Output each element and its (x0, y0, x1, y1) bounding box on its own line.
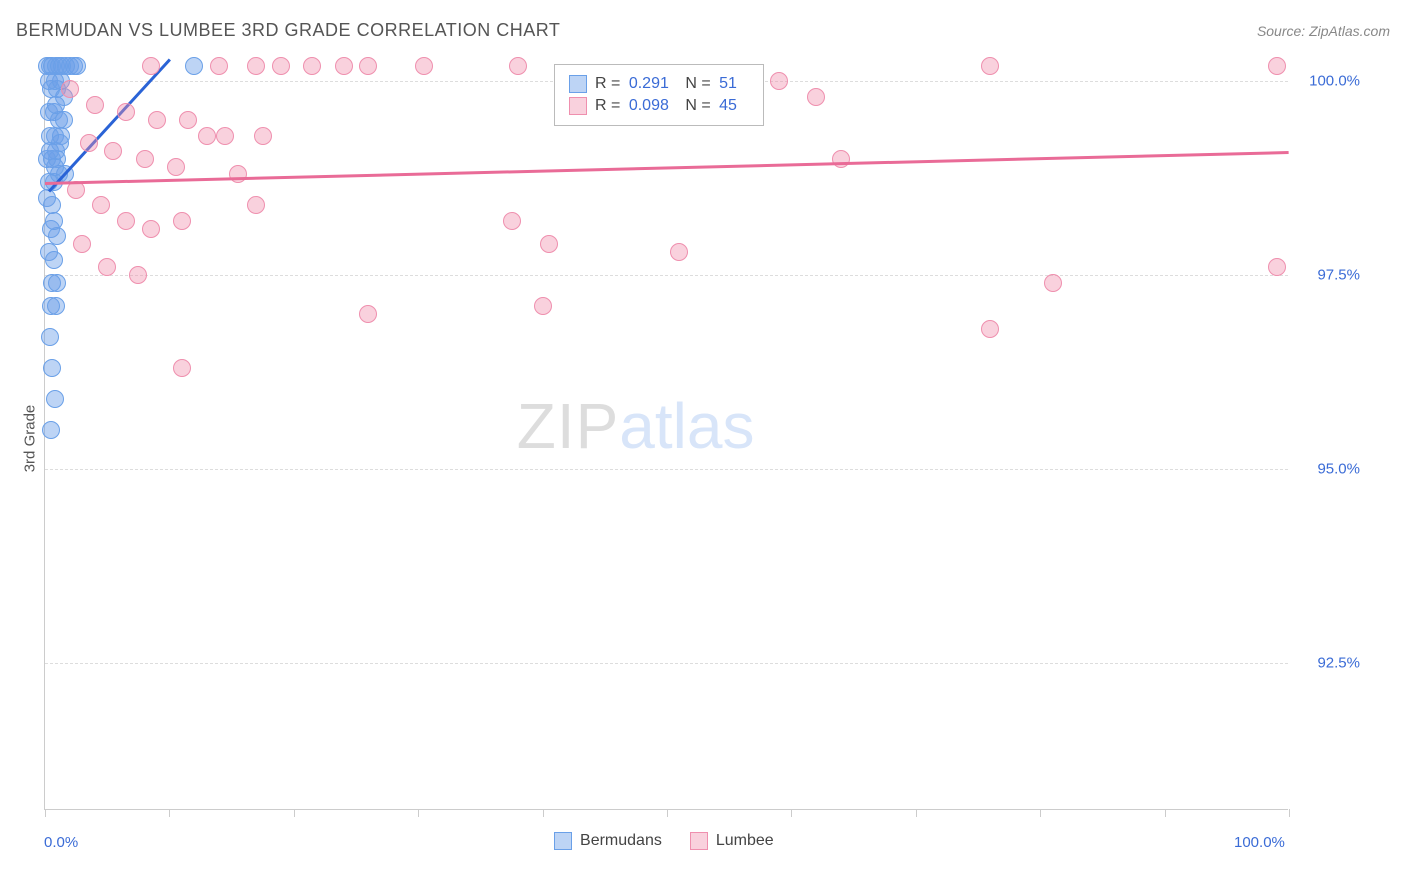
data-point (92, 196, 110, 214)
data-point (48, 274, 66, 292)
data-point (142, 57, 160, 75)
data-point (80, 134, 98, 152)
data-point (359, 57, 377, 75)
chart-header: BERMUDAN VS LUMBEE 3RD GRADE CORRELATION… (16, 20, 1390, 41)
legend-swatch (569, 97, 587, 115)
data-point (117, 212, 135, 230)
data-point (198, 127, 216, 145)
gridline (45, 275, 1288, 276)
data-point (1268, 258, 1286, 276)
data-point (247, 57, 265, 75)
chart-title: BERMUDAN VS LUMBEE 3RD GRADE CORRELATION… (16, 20, 560, 41)
y-tick-label: 100.0% (1296, 73, 1360, 90)
data-point (98, 258, 116, 276)
legend-swatch (554, 832, 572, 850)
x-tick (916, 809, 917, 817)
data-point (216, 127, 234, 145)
data-point (173, 359, 191, 377)
x-axis-max-label: 100.0% (1234, 834, 1285, 851)
bottom-legend-label: Bermudans (580, 832, 662, 850)
data-point (509, 57, 527, 75)
x-axis-min-label: 0.0% (44, 834, 78, 851)
stats-legend: R = 0.291 N = 51 R = 0.098 N = 45 (554, 64, 764, 126)
data-point (46, 390, 64, 408)
stats-legend-row: R = 0.291 N = 51 (569, 73, 749, 95)
x-tick (45, 809, 46, 817)
data-point (981, 57, 999, 75)
data-point (129, 266, 147, 284)
data-point (229, 165, 247, 183)
data-point (254, 127, 272, 145)
data-point (45, 212, 63, 230)
data-point (47, 297, 65, 315)
data-point (1044, 274, 1062, 292)
x-tick (1040, 809, 1041, 817)
data-point (117, 103, 135, 121)
data-point (68, 57, 86, 75)
data-point (142, 220, 160, 238)
source-label: Source: ZipAtlas.com (1257, 23, 1390, 39)
x-tick (169, 809, 170, 817)
data-point (770, 72, 788, 90)
data-point (73, 235, 91, 253)
x-tick (1165, 809, 1166, 817)
data-point (807, 88, 825, 106)
data-point (148, 111, 166, 129)
data-point (335, 57, 353, 75)
data-point (41, 328, 59, 346)
data-point (185, 57, 203, 75)
data-point (981, 320, 999, 338)
data-point (1268, 57, 1286, 75)
data-point (136, 150, 154, 168)
data-point (179, 111, 197, 129)
x-tick (667, 809, 668, 817)
data-point (540, 235, 558, 253)
legend-stats-text: R = 0.291 N = 51 (595, 75, 749, 93)
x-tick (791, 809, 792, 817)
legend-swatch (569, 75, 587, 93)
bottom-legend-item: Bermudans (554, 830, 662, 852)
x-tick (1289, 809, 1290, 817)
data-point (534, 297, 552, 315)
data-point (359, 305, 377, 323)
y-tick-label: 92.5% (1296, 654, 1360, 671)
data-point (43, 359, 61, 377)
data-point (173, 212, 191, 230)
bottom-legend-label: Lumbee (716, 832, 774, 850)
y-tick-label: 95.0% (1296, 460, 1360, 477)
data-point (167, 158, 185, 176)
gridline (45, 469, 1288, 470)
data-point (46, 158, 64, 176)
data-point (670, 243, 688, 261)
data-point (303, 57, 321, 75)
x-tick (543, 809, 544, 817)
data-point (61, 80, 79, 98)
legend-stats-text: R = 0.098 N = 45 (595, 97, 749, 115)
x-tick (418, 809, 419, 817)
data-point (210, 57, 228, 75)
data-point (104, 142, 122, 160)
data-point (503, 212, 521, 230)
bottom-legend-item: Lumbee (690, 830, 774, 852)
gridline (45, 663, 1288, 664)
data-point (86, 96, 104, 114)
data-point (42, 421, 60, 439)
data-point (415, 57, 433, 75)
plot-area: 92.5%95.0%97.5%100.0% (44, 58, 1288, 810)
legend-swatch (690, 832, 708, 850)
bottom-legend: Bermudans Lumbee (554, 830, 774, 852)
data-point (45, 251, 63, 269)
data-point (47, 96, 65, 114)
y-axis-title: 3rd Grade (22, 399, 39, 479)
y-tick-label: 97.5% (1296, 267, 1360, 284)
data-point (247, 196, 265, 214)
data-point (272, 57, 290, 75)
x-tick (294, 809, 295, 817)
stats-legend-row: R = 0.098 N = 45 (569, 95, 749, 117)
data-point (41, 142, 59, 160)
